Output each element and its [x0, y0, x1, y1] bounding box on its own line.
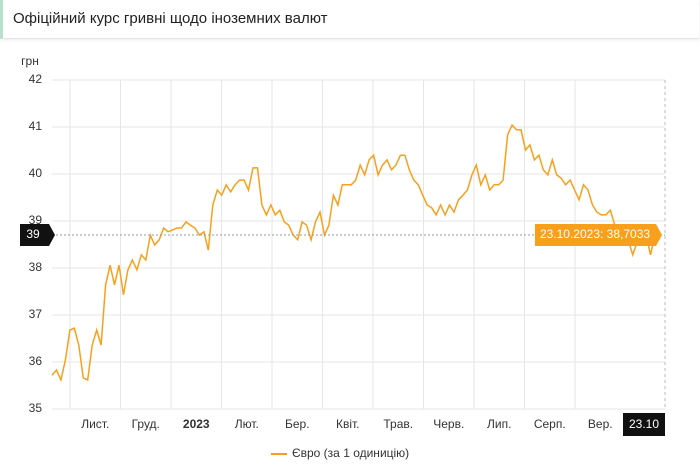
y-tick-label: 41	[29, 119, 43, 133]
chart-title: Офіційний курс гривні щодо іноземних вал…	[13, 10, 328, 27]
legend-label: Євро (за 1 одиницію)	[292, 446, 409, 460]
crosshair-y-box	[20, 223, 55, 246]
y-tick-label: 42	[29, 72, 43, 86]
x-current-box	[623, 413, 665, 436]
x-tick-label: Квіт.	[336, 417, 360, 431]
x-tick-label: 2023	[183, 417, 210, 431]
x-tick-label: Вер.	[588, 417, 613, 431]
x-tick-label: Трав.	[383, 417, 413, 431]
x-tick-label: Бер.	[285, 417, 310, 431]
x-tick-label: Лют.	[235, 417, 259, 431]
x-tick-label: Груд.	[132, 417, 160, 431]
y-tick-label: 40	[29, 166, 43, 180]
x-tick-label: Черв.	[433, 417, 464, 431]
y-tick-label: 37	[29, 307, 43, 321]
y-axis-label: грн	[21, 54, 39, 68]
y-tick-label: 35	[29, 401, 43, 415]
crosshair-y-label: 39	[26, 227, 40, 241]
tooltip: 23.10.2023: 38,7033	[540, 227, 650, 241]
tooltip-box	[535, 223, 662, 246]
y-tick-label: 36	[29, 354, 43, 368]
y-tick-label: 39	[29, 213, 43, 227]
x-tick-label: Лип.	[487, 417, 511, 431]
x-tick-label: Лист.	[81, 417, 109, 431]
header: Офіційний курс гривні щодо іноземних вал…	[0, 0, 699, 39]
x-current-label: 23.10	[629, 417, 659, 431]
y-tick-label: 38	[29, 260, 43, 274]
x-tick-label: Серп.	[534, 417, 566, 431]
line	[51, 123, 656, 383]
